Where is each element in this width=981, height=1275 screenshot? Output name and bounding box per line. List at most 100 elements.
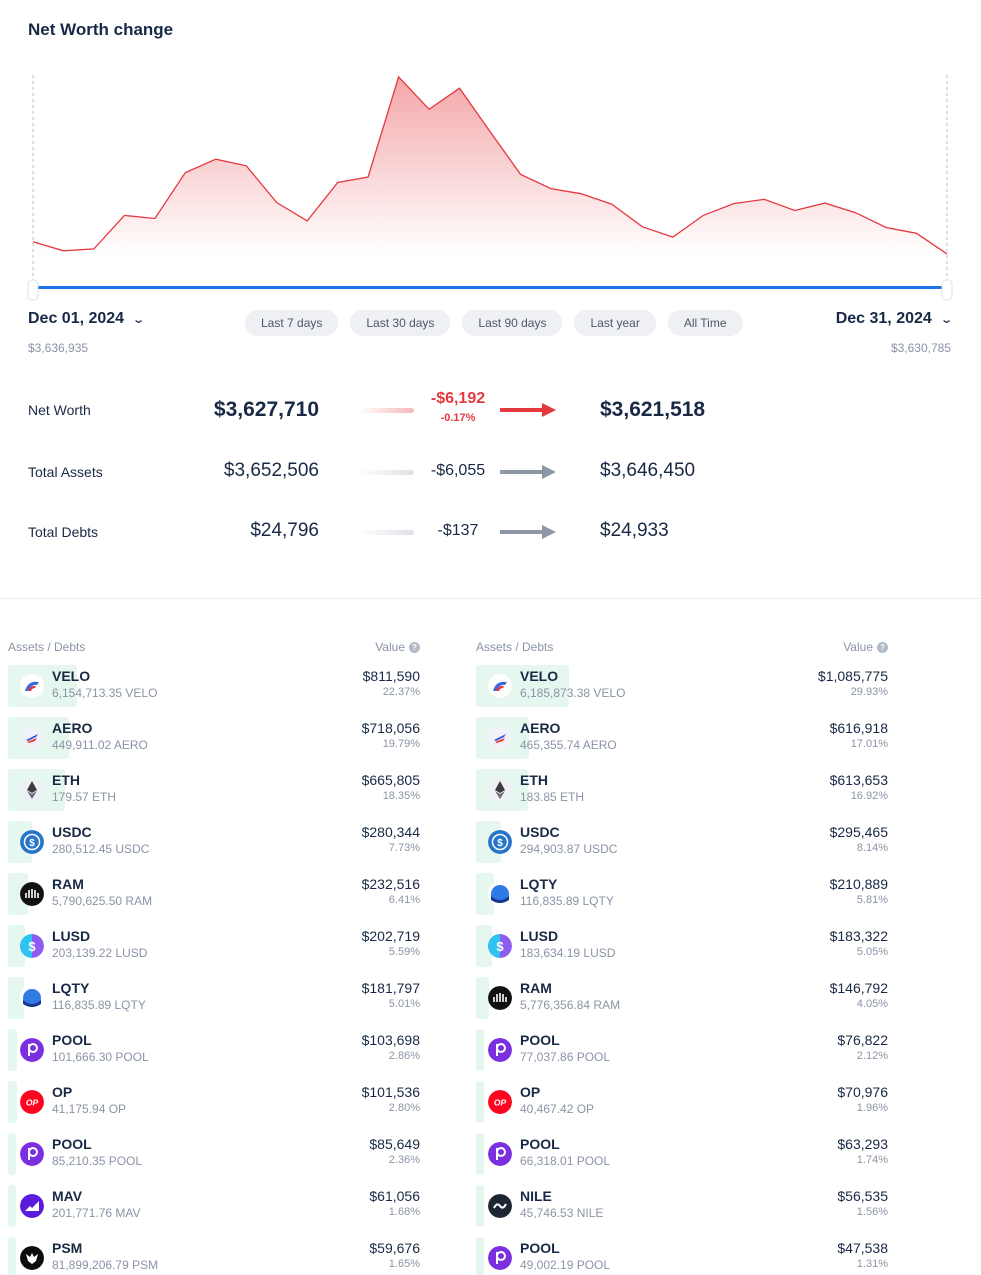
asset-row-aero[interactable]: AERO 465,355.74 AERO $616,918 17.01% bbox=[476, 714, 888, 766]
arrow-right-icon bbox=[500, 525, 556, 539]
chart-area-fill bbox=[33, 76, 947, 256]
asset-symbol: LQTY bbox=[52, 980, 90, 996]
comparison-delta: -$6,055 bbox=[430, 462, 486, 479]
asset-amount: 85,210.35 POOL bbox=[52, 1154, 143, 1168]
chart-point bbox=[123, 214, 125, 216]
asset-value: $811,590 bbox=[362, 668, 420, 684]
asset-value: $76,822 bbox=[837, 1032, 888, 1048]
asset-row-lusd[interactable]: $ LUSD 183,634.19 LUSD $183,322 5.05% bbox=[476, 922, 888, 974]
share-bar bbox=[8, 1133, 16, 1175]
chart-point bbox=[276, 201, 278, 203]
asset-symbol: ETH bbox=[520, 772, 548, 788]
asset-value: $232,516 bbox=[361, 876, 420, 892]
period-last-30-days[interactable]: Last 30 days bbox=[350, 310, 451, 336]
start-date-picker[interactable]: Dec 01, 2024 ⌄ bbox=[28, 310, 145, 328]
end-date-picker[interactable]: Dec 31, 2024 ⌄ bbox=[836, 310, 953, 328]
asset-row-lqty[interactable]: LQTY 116,835.89 LQTY $210,889 5.81% bbox=[476, 870, 888, 922]
asset-amount: 81,899,206.79 PSM bbox=[52, 1258, 159, 1272]
asset-amount: 179.57 ETH bbox=[52, 790, 117, 804]
chart-point bbox=[519, 173, 521, 175]
asset-value: $181,797 bbox=[361, 980, 420, 996]
svg-text:OP: OP bbox=[26, 1098, 39, 1108]
start-date-label: Dec 01, 2024 bbox=[28, 310, 125, 327]
asset-row-usdc[interactable]: $ USDC 280,512.45 USDC $280,344 7.73% bbox=[8, 818, 420, 870]
asset-symbol: PSM bbox=[52, 1240, 83, 1256]
delta-fade-bar bbox=[358, 470, 414, 475]
lqty-icon bbox=[20, 986, 44, 1010]
asset-row-ram[interactable]: RAM 5,776,356.84 RAM $146,792 4.05% bbox=[476, 974, 888, 1026]
asset-percent: 1.74% bbox=[856, 1154, 888, 1166]
chart-point bbox=[550, 187, 552, 189]
asset-percent: 19.79% bbox=[382, 738, 420, 750]
chart-point bbox=[854, 212, 856, 214]
asset-row-pool[interactable]: POOL 66,318.01 POOL $63,293 1.74% bbox=[476, 1130, 888, 1182]
asset-amount: 66,318.01 POOL bbox=[520, 1154, 611, 1168]
op-icon: OP bbox=[488, 1090, 512, 1114]
asset-symbol: POOL bbox=[52, 1032, 92, 1048]
end-date-value: $3,630,785 bbox=[890, 341, 951, 355]
asset-row-mav[interactable]: MAV 201,771.76 MAV $61,056 1.68% bbox=[8, 1182, 420, 1234]
header-value: Value ? bbox=[843, 640, 888, 654]
asset-percent: 1.56% bbox=[856, 1206, 888, 1218]
asset-row-lqty[interactable]: LQTY 116,835.89 LQTY $181,797 5.01% bbox=[8, 974, 420, 1026]
comparison-start-value: $24,796 bbox=[250, 520, 319, 541]
comparison-label: Net Worth bbox=[28, 402, 91, 418]
asset-row-velo[interactable]: VELO 6,154,713.35 VELO $811,590 22.37% bbox=[8, 662, 420, 714]
share-bar bbox=[476, 1185, 484, 1227]
asset-row-op[interactable]: OP OP 40,467.42 OP $70,976 1.96% bbox=[476, 1078, 888, 1130]
chart-point bbox=[245, 165, 247, 167]
period-all-time[interactable]: All Time bbox=[667, 310, 743, 336]
asset-value: $202,719 bbox=[361, 928, 420, 944]
asset-symbol: OP bbox=[520, 1084, 541, 1100]
usdc-icon: $ bbox=[20, 830, 44, 854]
mav-icon bbox=[20, 1194, 44, 1218]
asset-row-pool[interactable]: POOL 49,002.19 POOL $47,538 1.31% bbox=[476, 1234, 888, 1275]
asset-row-eth[interactable]: ETH 183.85 ETH $613,653 16.92% bbox=[476, 766, 888, 818]
svg-text:$: $ bbox=[497, 838, 503, 849]
chart-point bbox=[733, 202, 735, 204]
share-bar bbox=[8, 873, 28, 915]
asset-row-usdc[interactable]: $ USDC 294,903.87 USDC $295,465 8.14% bbox=[476, 818, 888, 870]
asset-row-ram[interactable]: RAM 5,790,625.50 RAM $232,516 6.41% bbox=[8, 870, 420, 922]
asset-row-eth[interactable]: ETH 179.57 ETH $665,805 18.35% bbox=[8, 766, 420, 818]
asset-symbol: POOL bbox=[520, 1240, 560, 1256]
chart-point bbox=[367, 176, 369, 178]
chart-point bbox=[824, 202, 826, 204]
asset-percent: 5.05% bbox=[856, 946, 888, 958]
asset-list: VELO 6,154,713.35 VELO $811,590 22.37% AERO 4… bbox=[8, 662, 420, 1275]
asset-row-op[interactable]: OP OP 41,175.94 OP $101,536 2.80% bbox=[8, 1078, 420, 1130]
help-icon[interactable]: ? bbox=[877, 641, 888, 653]
asset-row-lusd[interactable]: $ LUSD 203,139.22 LUSD $202,719 5.59% bbox=[8, 922, 420, 974]
asset-row-psm[interactable]: PSM 81,899,206.79 PSM $59,676 1.65% bbox=[8, 1234, 420, 1275]
comparison-delta-percent: -0.17% bbox=[440, 412, 476, 424]
net-worth-chart[interactable] bbox=[0, 60, 981, 305]
asset-row-pool[interactable]: POOL 85,210.35 POOL $85,649 2.36% bbox=[8, 1130, 420, 1182]
asset-percent: 2.80% bbox=[388, 1102, 420, 1114]
period-last-7-days[interactable]: Last 7 days bbox=[245, 310, 339, 336]
period-last-year[interactable]: Last year bbox=[574, 310, 656, 336]
asset-row-velo[interactable]: VELO 6,185,873.38 VELO $1,085,775 29.93% bbox=[476, 662, 888, 714]
chart-point bbox=[489, 130, 491, 132]
asset-percent: 22.37% bbox=[382, 686, 420, 698]
help-icon[interactable]: ? bbox=[409, 641, 420, 653]
asset-amount: 6,154,713.35 VELO bbox=[52, 686, 158, 700]
pool-icon bbox=[20, 1142, 44, 1166]
asset-value: $85,649 bbox=[369, 1136, 420, 1152]
asset-value: $665,805 bbox=[361, 772, 420, 788]
header-value-label: Value bbox=[843, 640, 873, 654]
range-slider-end-handle[interactable] bbox=[941, 279, 953, 301]
velo-icon bbox=[20, 674, 44, 698]
asset-symbol: AERO bbox=[52, 720, 93, 736]
asset-value: $210,889 bbox=[829, 876, 888, 892]
start-date-value: $3,636,935 bbox=[28, 341, 89, 355]
chart-point bbox=[946, 253, 948, 255]
aero-icon bbox=[20, 726, 44, 750]
asset-row-nile[interactable]: NILE 45,746.53 NILE $56,535 1.56% bbox=[476, 1182, 888, 1234]
asset-percent: 5.59% bbox=[388, 946, 420, 958]
period-last-90-days[interactable]: Last 90 days bbox=[462, 310, 563, 336]
asset-row-pool[interactable]: POOL 101,666.30 POOL $103,698 2.86% bbox=[8, 1026, 420, 1078]
asset-row-pool[interactable]: POOL 77,037.86 POOL $76,822 2.12% bbox=[476, 1026, 888, 1078]
asset-row-aero[interactable]: AERO 449,911.02 AERO $718,056 19.79% bbox=[8, 714, 420, 766]
range-slider-start-handle[interactable] bbox=[27, 279, 39, 301]
chart-point bbox=[672, 236, 674, 238]
